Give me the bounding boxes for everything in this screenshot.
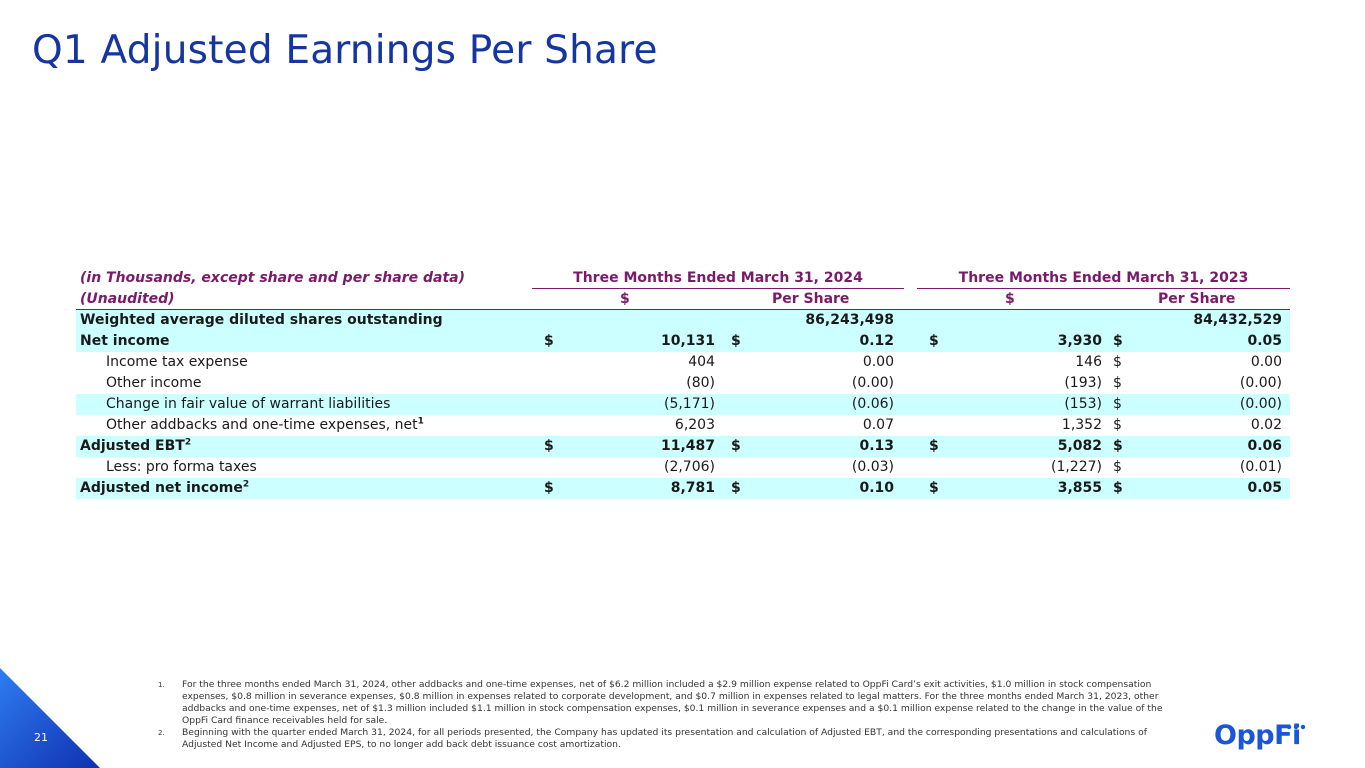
col-2023-per-share: (0.01) — [1239, 459, 1282, 475]
row-label: Less: pro forma taxes — [106, 459, 257, 475]
table-row: Adjusted EBT2 $11,487 $0.13 $5,082 $0.06 — [76, 436, 1290, 457]
col-2023-value: 3,855 — [1057, 480, 1102, 496]
footnotes: 1. For the three months ended March 31, … — [158, 679, 1168, 751]
col-2024-per-share: 0.13 — [859, 438, 894, 454]
table-header-row: (in Thousands, except share and per shar… — [76, 268, 1290, 289]
table-row: Income tax expense 404 0.00 146 $0.00 — [76, 352, 1290, 373]
table-header-label: (in Thousands, except share and per shar… — [80, 270, 465, 286]
col-2023-per-share: (0.00) — [1239, 396, 1282, 412]
row-label: Adjusted EBT2 — [80, 437, 192, 454]
table-row: Adjusted net income2 $8,781 $0.10 $3,855 $0.… — [76, 478, 1290, 499]
page-title: Q1 Adjusted Earnings Per Share — [32, 28, 658, 73]
col-2024-per-share: 86,243,498 — [805, 312, 894, 328]
row-label: Income tax expense — [106, 354, 248, 370]
col-2023-per-share: 0.05 — [1247, 333, 1282, 349]
col-2024-per-share: 0.00 — [862, 354, 894, 370]
col-2024-per-share: 0.10 — [859, 480, 894, 496]
table-row: Other income (80) (0.00) (193) $ (0.00) — [76, 373, 1290, 394]
col-2023-value: (1,227) — [1050, 459, 1102, 475]
col-2023-per-share-header: Per Share — [1158, 291, 1236, 307]
col-2024-value: 8,781 — [670, 480, 715, 496]
col-2024-currency: $ — [544, 438, 554, 454]
col-2023-currency: $ — [929, 333, 939, 349]
col-2024-ps-currency: $ — [731, 480, 741, 496]
col-2023-ps-currency: $ — [1113, 417, 1122, 433]
footnote-2: 2. Beginning with the quarter ended Marc… — [158, 727, 1168, 751]
col-2024-per-share: (0.03) — [851, 459, 894, 475]
col-2024-dollar-header: $ — [620, 291, 630, 307]
col-2024-per-share: (0.06) — [851, 396, 894, 412]
row-label: Change in fair value of warrant liabilit… — [106, 396, 391, 412]
col-2023-per-share: 0.05 — [1247, 480, 1282, 496]
period-2024-header: Three Months Ended March 31, 2024 — [573, 270, 863, 286]
col-2024-value: 6,203 — [674, 417, 715, 433]
table-row: Change in fair value of warrant liabilit… — [76, 394, 1290, 415]
oppfi-logo: OppFi — [1214, 720, 1301, 751]
col-2023-per-share: 0.06 — [1247, 438, 1282, 454]
footnote-number: 2. — [158, 729, 165, 737]
row-label: Net income — [80, 333, 170, 349]
footnote-1: 1. For the three months ended March 31, … — [158, 679, 1168, 727]
unaudited-label: (Unaudited) — [80, 291, 175, 307]
col-2023-currency: $ — [929, 438, 939, 454]
col-2023-per-share: 0.02 — [1250, 417, 1282, 433]
col-2023-value: (193) — [1064, 375, 1102, 391]
period-2023-underline — [917, 288, 1290, 289]
table-row: Other addbacks and one-time expenses, ne… — [76, 415, 1290, 436]
logo-dots-icon — [1286, 724, 1306, 730]
col-2023-value: 146 — [1075, 354, 1102, 370]
col-2023-ps-currency: $ — [1113, 480, 1123, 496]
col-2024-value: (2,706) — [663, 459, 715, 475]
col-2023-ps-currency: $ — [1113, 459, 1122, 475]
table-row: Weighted average diluted shares outstand… — [76, 310, 1290, 331]
col-2023-value: 3,930 — [1057, 333, 1102, 349]
footnote-ref: 2 — [184, 437, 192, 448]
col-2024-value: 404 — [688, 354, 715, 370]
col-2023-value: 5,082 — [1057, 438, 1102, 454]
adjusted-eps-table: (in Thousands, except share and per shar… — [76, 268, 1290, 499]
footnote-ref: 1 — [417, 416, 424, 427]
table-subheader-row: (Unaudited) $ Per Share $ Per Share — [76, 289, 1290, 310]
col-2023-per-share: (0.00) — [1239, 375, 1282, 391]
col-2023-ps-currency: $ — [1113, 333, 1123, 349]
col-2024-value: 11,487 — [660, 438, 715, 454]
col-2024-per-share: 0.07 — [862, 417, 894, 433]
footnote-text: For the three months ended March 31, 202… — [182, 679, 1163, 726]
col-2023-value: 1,352 — [1061, 417, 1102, 433]
col-2023-per-share: 84,432,529 — [1193, 312, 1282, 328]
period-2024-underline — [532, 288, 904, 289]
col-2023-dollar-header: $ — [1005, 291, 1015, 307]
col-2023-per-share: 0.00 — [1250, 354, 1282, 370]
corner-triangle-decoration — [0, 668, 100, 768]
col-2024-currency: $ — [544, 480, 554, 496]
col-2024-ps-currency: $ — [731, 333, 741, 349]
footnote-number: 1. — [158, 681, 165, 689]
period-2023-header: Three Months Ended March 31, 2023 — [958, 270, 1249, 286]
table-row: Less: pro forma taxes (2,706) (0.03) (1,227… — [76, 457, 1290, 478]
row-label: Adjusted net income2 — [80, 479, 250, 496]
col-2024-value: (5,171) — [663, 396, 715, 412]
col-2023-currency: $ — [929, 480, 939, 496]
col-2023-ps-currency: $ — [1113, 375, 1122, 391]
footnote-ref: 2 — [242, 479, 250, 490]
table-row: Net income $10,131 $0.12 $3,930 $0.05 — [76, 331, 1290, 352]
table-body: Weighted average diluted shares outstand… — [76, 310, 1290, 499]
row-label: Other addbacks and one-time expenses, ne… — [106, 416, 424, 433]
col-2024-per-share: (0.00) — [851, 375, 894, 391]
col-2024-ps-currency: $ — [731, 438, 741, 454]
col-2023-ps-currency: $ — [1113, 354, 1122, 370]
row-label: Weighted average diluted shares outstand… — [80, 312, 443, 328]
page-number: 21 — [34, 731, 48, 744]
col-2024-value: (80) — [686, 375, 715, 391]
col-2024-value: 10,131 — [660, 333, 715, 349]
col-2024-per-share-header: Per Share — [772, 291, 850, 307]
col-2024-per-share: 0.12 — [859, 333, 894, 349]
col-2023-value: (153) — [1064, 396, 1102, 412]
row-label: Other income — [106, 375, 202, 391]
col-2023-ps-currency: $ — [1113, 396, 1122, 412]
footnote-text: Beginning with the quarter ended March 3… — [182, 727, 1147, 750]
col-2023-ps-currency: $ — [1113, 438, 1123, 454]
col-2024-currency: $ — [544, 333, 554, 349]
